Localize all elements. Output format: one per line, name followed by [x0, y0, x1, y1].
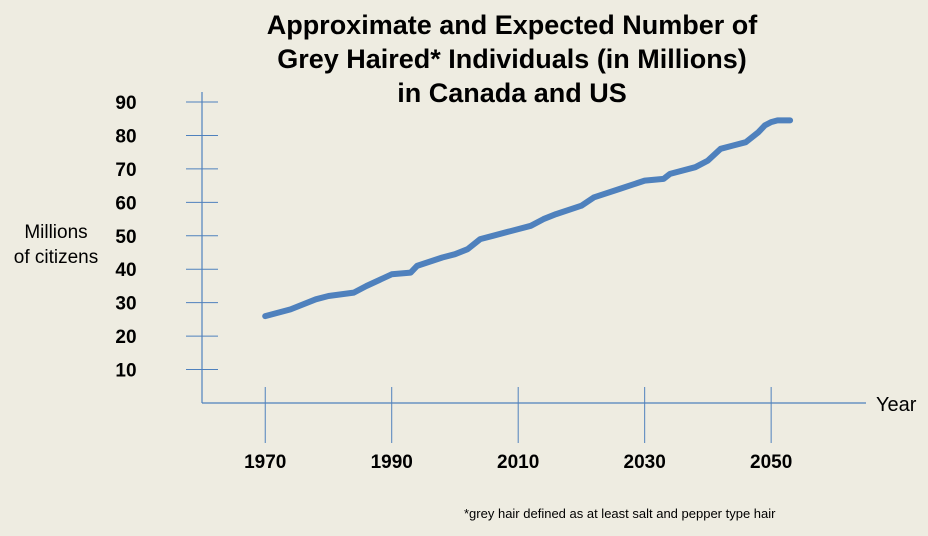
chart-title-line-3: in Canada and US [397, 78, 627, 108]
y-tick-label: 80 [115, 126, 136, 147]
x-tick-label: 1990 [371, 452, 413, 473]
y-tick-label: 10 [115, 361, 136, 382]
chart-title-line-2: Grey Haired* Individuals (in Millions) [277, 44, 747, 74]
chart-title-line-1: Approximate and Expected Number of [266, 10, 758, 40]
y-axis-label-line-2: of citizens [13, 247, 99, 268]
x-tick-label: 2030 [624, 452, 666, 473]
y-tick-label: 40 [115, 260, 136, 281]
y-tick-label: 30 [115, 294, 136, 315]
x-tick-label: 2010 [497, 452, 539, 473]
y-axis-label: Millions of citizens [0, 220, 112, 270]
x-tick-label: 1970 [244, 452, 286, 473]
y-tick-label: 90 [115, 93, 136, 114]
y-tick-label: 50 [115, 227, 136, 248]
chart-title: Approximate and Expected Number of Grey … [200, 8, 824, 110]
x-tick-label: 2050 [750, 452, 792, 473]
x-axis-label: Year [876, 394, 917, 416]
y-tick-label: 60 [115, 193, 136, 214]
series-line [262, 117, 794, 320]
y-axis-label-line-1: Millions [24, 222, 88, 243]
y-tick-label: 20 [115, 327, 136, 348]
y-tick-label: 70 [115, 160, 136, 181]
footnote: *grey hair defined as at least salt and … [464, 506, 776, 521]
